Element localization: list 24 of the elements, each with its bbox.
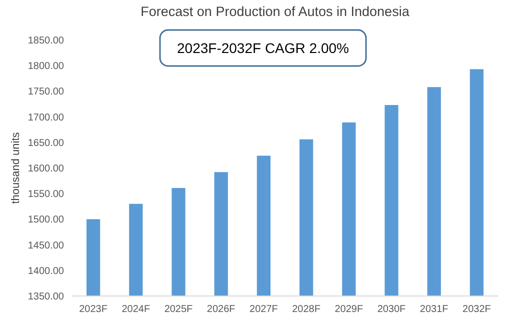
- x-tick-label: 2031F: [420, 304, 448, 315]
- x-tick-label: 2029F: [334, 304, 364, 315]
- y-tick-label: 1350.00: [28, 292, 64, 302]
- y-tick-label: 1400.00: [28, 266, 64, 277]
- x-tick-label: 2032F: [462, 304, 491, 315]
- chart-title: Forecast on Production of Autos in Indonesia: [140, 4, 410, 19]
- y-tick-label: 1750.00: [28, 86, 64, 98]
- y-tick-label: 1850.00: [28, 36, 64, 46]
- y-axis-title: thousand units: [10, 132, 22, 204]
- x-tick-label: 2027F: [250, 304, 278, 315]
- x-tick-label: 2026F: [206, 304, 236, 315]
- y-tick-label: 1700.00: [28, 112, 64, 124]
- y-tick-label: 1500.00: [28, 214, 64, 226]
- y-tick-label: 1600.00: [28, 164, 64, 174]
- x-tick-label: 2028F: [292, 304, 320, 315]
- x-tick-label: 2023F: [79, 304, 108, 315]
- annotation: 2023F-2032F CAGR 2.00%: [177, 40, 349, 56]
- y-tick-label: 1800.00: [28, 61, 64, 72]
- x-tick-label: 2025F: [164, 304, 193, 315]
- x-tick-label: 2030F: [377, 304, 406, 315]
- y-tick-label: 1650.00: [28, 138, 64, 149]
- x-tick-label: 2024F: [122, 304, 150, 315]
- y-tick-label: 1450.00: [28, 240, 64, 252]
- y-tick-label: 1550.00: [28, 189, 64, 200]
